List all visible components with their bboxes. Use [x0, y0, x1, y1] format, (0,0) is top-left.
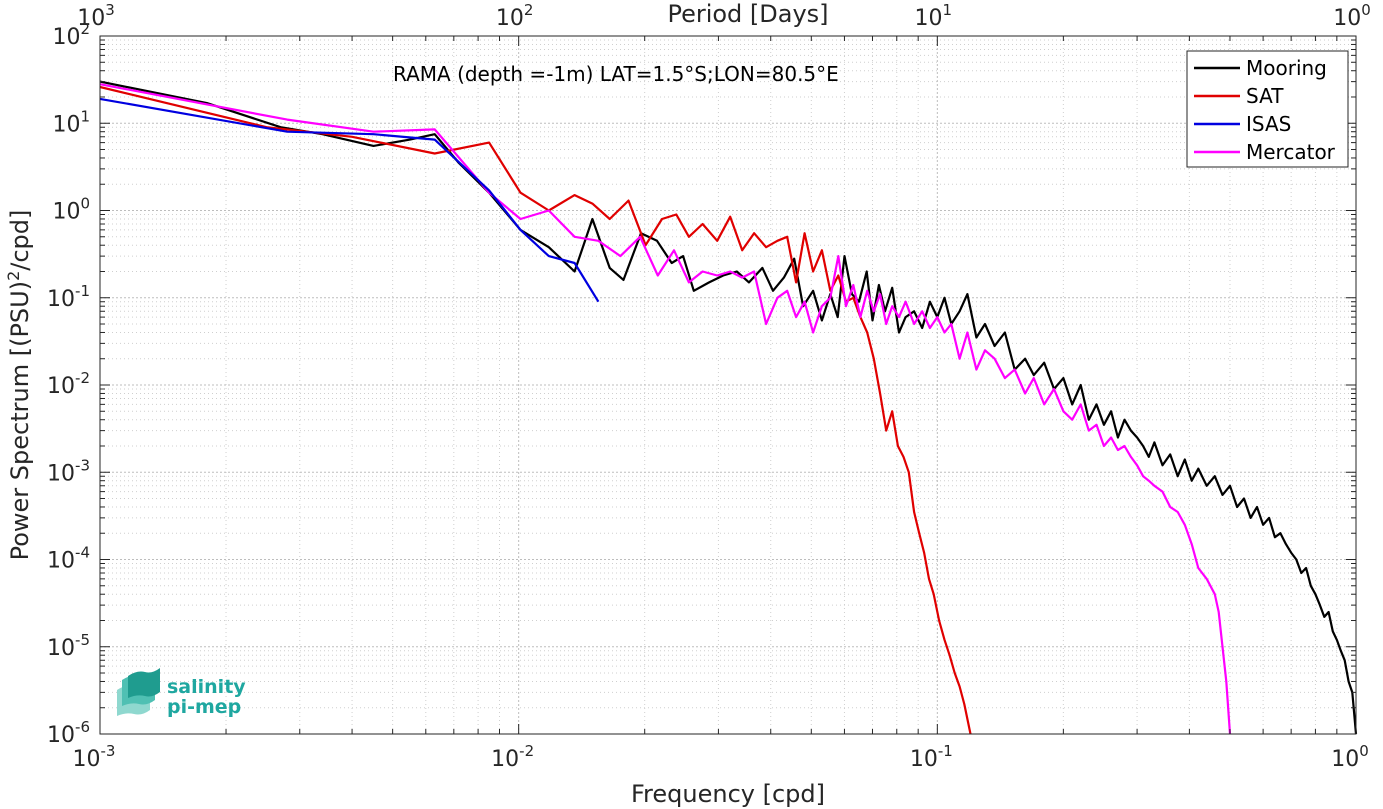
y-tick-label: 10-2 [47, 369, 90, 399]
legend-label-mooring: Mooring [1246, 56, 1327, 80]
y-tick-label: 10-6 [47, 718, 90, 748]
top-tick-label: 102 [496, 1, 534, 31]
x-tick-label-base: 10 [910, 747, 938, 772]
x-tick-label-base: 10 [1331, 747, 1359, 772]
top-tick-label: 103 [77, 1, 115, 31]
legend-label-mercator: Mercator [1246, 140, 1336, 164]
y-tick-label-exponent: -4 [75, 544, 90, 562]
series-line-sat [99, 85, 972, 735]
top-tick-label-base: 10 [496, 6, 524, 31]
legend-label-isas: ISAS [1246, 112, 1291, 136]
y-tick-label-exponent: -6 [75, 718, 90, 736]
minor-grid [100, 36, 1356, 734]
x-tick-label: 100 [1331, 742, 1369, 772]
x-axis-title: Frequency [cpd] [631, 780, 825, 808]
series-layer [99, 80, 1358, 735]
y-axis-title: Power Spectrum [(PSU)2/cpd] [4, 210, 34, 561]
y-tick-label-base: 10 [47, 374, 75, 399]
y-tick-label-base: 10 [52, 25, 80, 50]
y-tick-label-exponent: 2 [80, 20, 90, 38]
y-tick-label-base: 10 [47, 723, 75, 748]
y-tick-label-exponent: -3 [75, 456, 90, 474]
y-axis-title-end: /cpd] [6, 210, 34, 271]
x-tick-label: 10-2 [491, 742, 534, 772]
x-tick-label-exponent: 0 [1359, 742, 1369, 760]
y-tick-label-base: 10 [47, 287, 75, 312]
y-tick-label-base: 10 [52, 112, 80, 137]
x-tick-label: 10-3 [73, 742, 116, 772]
y-tick-label-base: 10 [47, 461, 75, 486]
y-tick-label: 10-4 [47, 544, 90, 574]
top-tick-label-exponent: 3 [105, 1, 115, 19]
y-tick-label-base: 10 [52, 200, 80, 225]
legend-box [1186, 50, 1349, 168]
y-tick-label: 101 [52, 107, 90, 137]
top-tick-label-exponent: 2 [524, 1, 534, 19]
y-tick-label-base: 10 [47, 636, 75, 661]
x-tick-label-base: 10 [491, 747, 519, 772]
top-tick-label: 100 [1333, 1, 1371, 31]
x-tick-label-exponent: -2 [519, 742, 534, 760]
y-axis-title-main: Power Spectrum [(PSU) [6, 281, 34, 560]
salinity-pi-mep-logo: salinity pi-mep [117, 668, 246, 718]
logo-text-line1: salinity [167, 676, 246, 698]
y-tick-label: 10-1 [47, 282, 90, 312]
chart-annotation: RAMA (depth =-1m) LAT=1.5°S;LON=80.5°E [393, 62, 839, 86]
top-tick-label: 101 [915, 1, 953, 31]
y-tick-label: 102 [52, 20, 90, 50]
logo-text-line2: pi-mep [167, 696, 241, 718]
y-tick-label: 100 [52, 195, 90, 225]
y-axis-title-superscript: 2 [4, 271, 23, 281]
y-tick-label: 10-3 [47, 456, 90, 486]
legend: Mooring SAT ISAS Mercator [1186, 50, 1349, 168]
logo-mark-icon [117, 668, 160, 716]
series-line-mooring [99, 80, 1358, 735]
top-tick-label-base: 10 [1333, 6, 1361, 31]
tick-marks [99, 35, 1357, 735]
series-line-mercator [99, 83, 1232, 735]
top-tick-label-exponent: 1 [943, 1, 953, 19]
top-tick-label-base: 10 [77, 6, 105, 31]
top-tick-label-base: 10 [915, 6, 943, 31]
series-line-isas [99, 97, 600, 303]
y-tick-label: 10-5 [47, 631, 90, 661]
x-tick-label-exponent: -1 [938, 742, 953, 760]
x-tick-label-exponent: -3 [101, 742, 116, 760]
y-tick-label-exponent: -1 [75, 282, 90, 300]
y-tick-label-exponent: 0 [80, 195, 90, 213]
x-tick-label: 10-1 [910, 742, 953, 772]
legend-items: Mooring SAT ISAS Mercator [1194, 56, 1336, 164]
legend-label-sat: SAT [1246, 84, 1284, 108]
y-tick-label-exponent: -5 [75, 631, 90, 649]
y-tick-label-exponent: -2 [75, 369, 90, 387]
top-axis-title: Period [Days] [667, 0, 828, 28]
x-tick-label-base: 10 [73, 747, 101, 772]
y-tick-label-base: 10 [47, 549, 75, 574]
top-tick-label-exponent: 0 [1361, 1, 1371, 19]
y-tick-label-exponent: 1 [80, 107, 90, 125]
